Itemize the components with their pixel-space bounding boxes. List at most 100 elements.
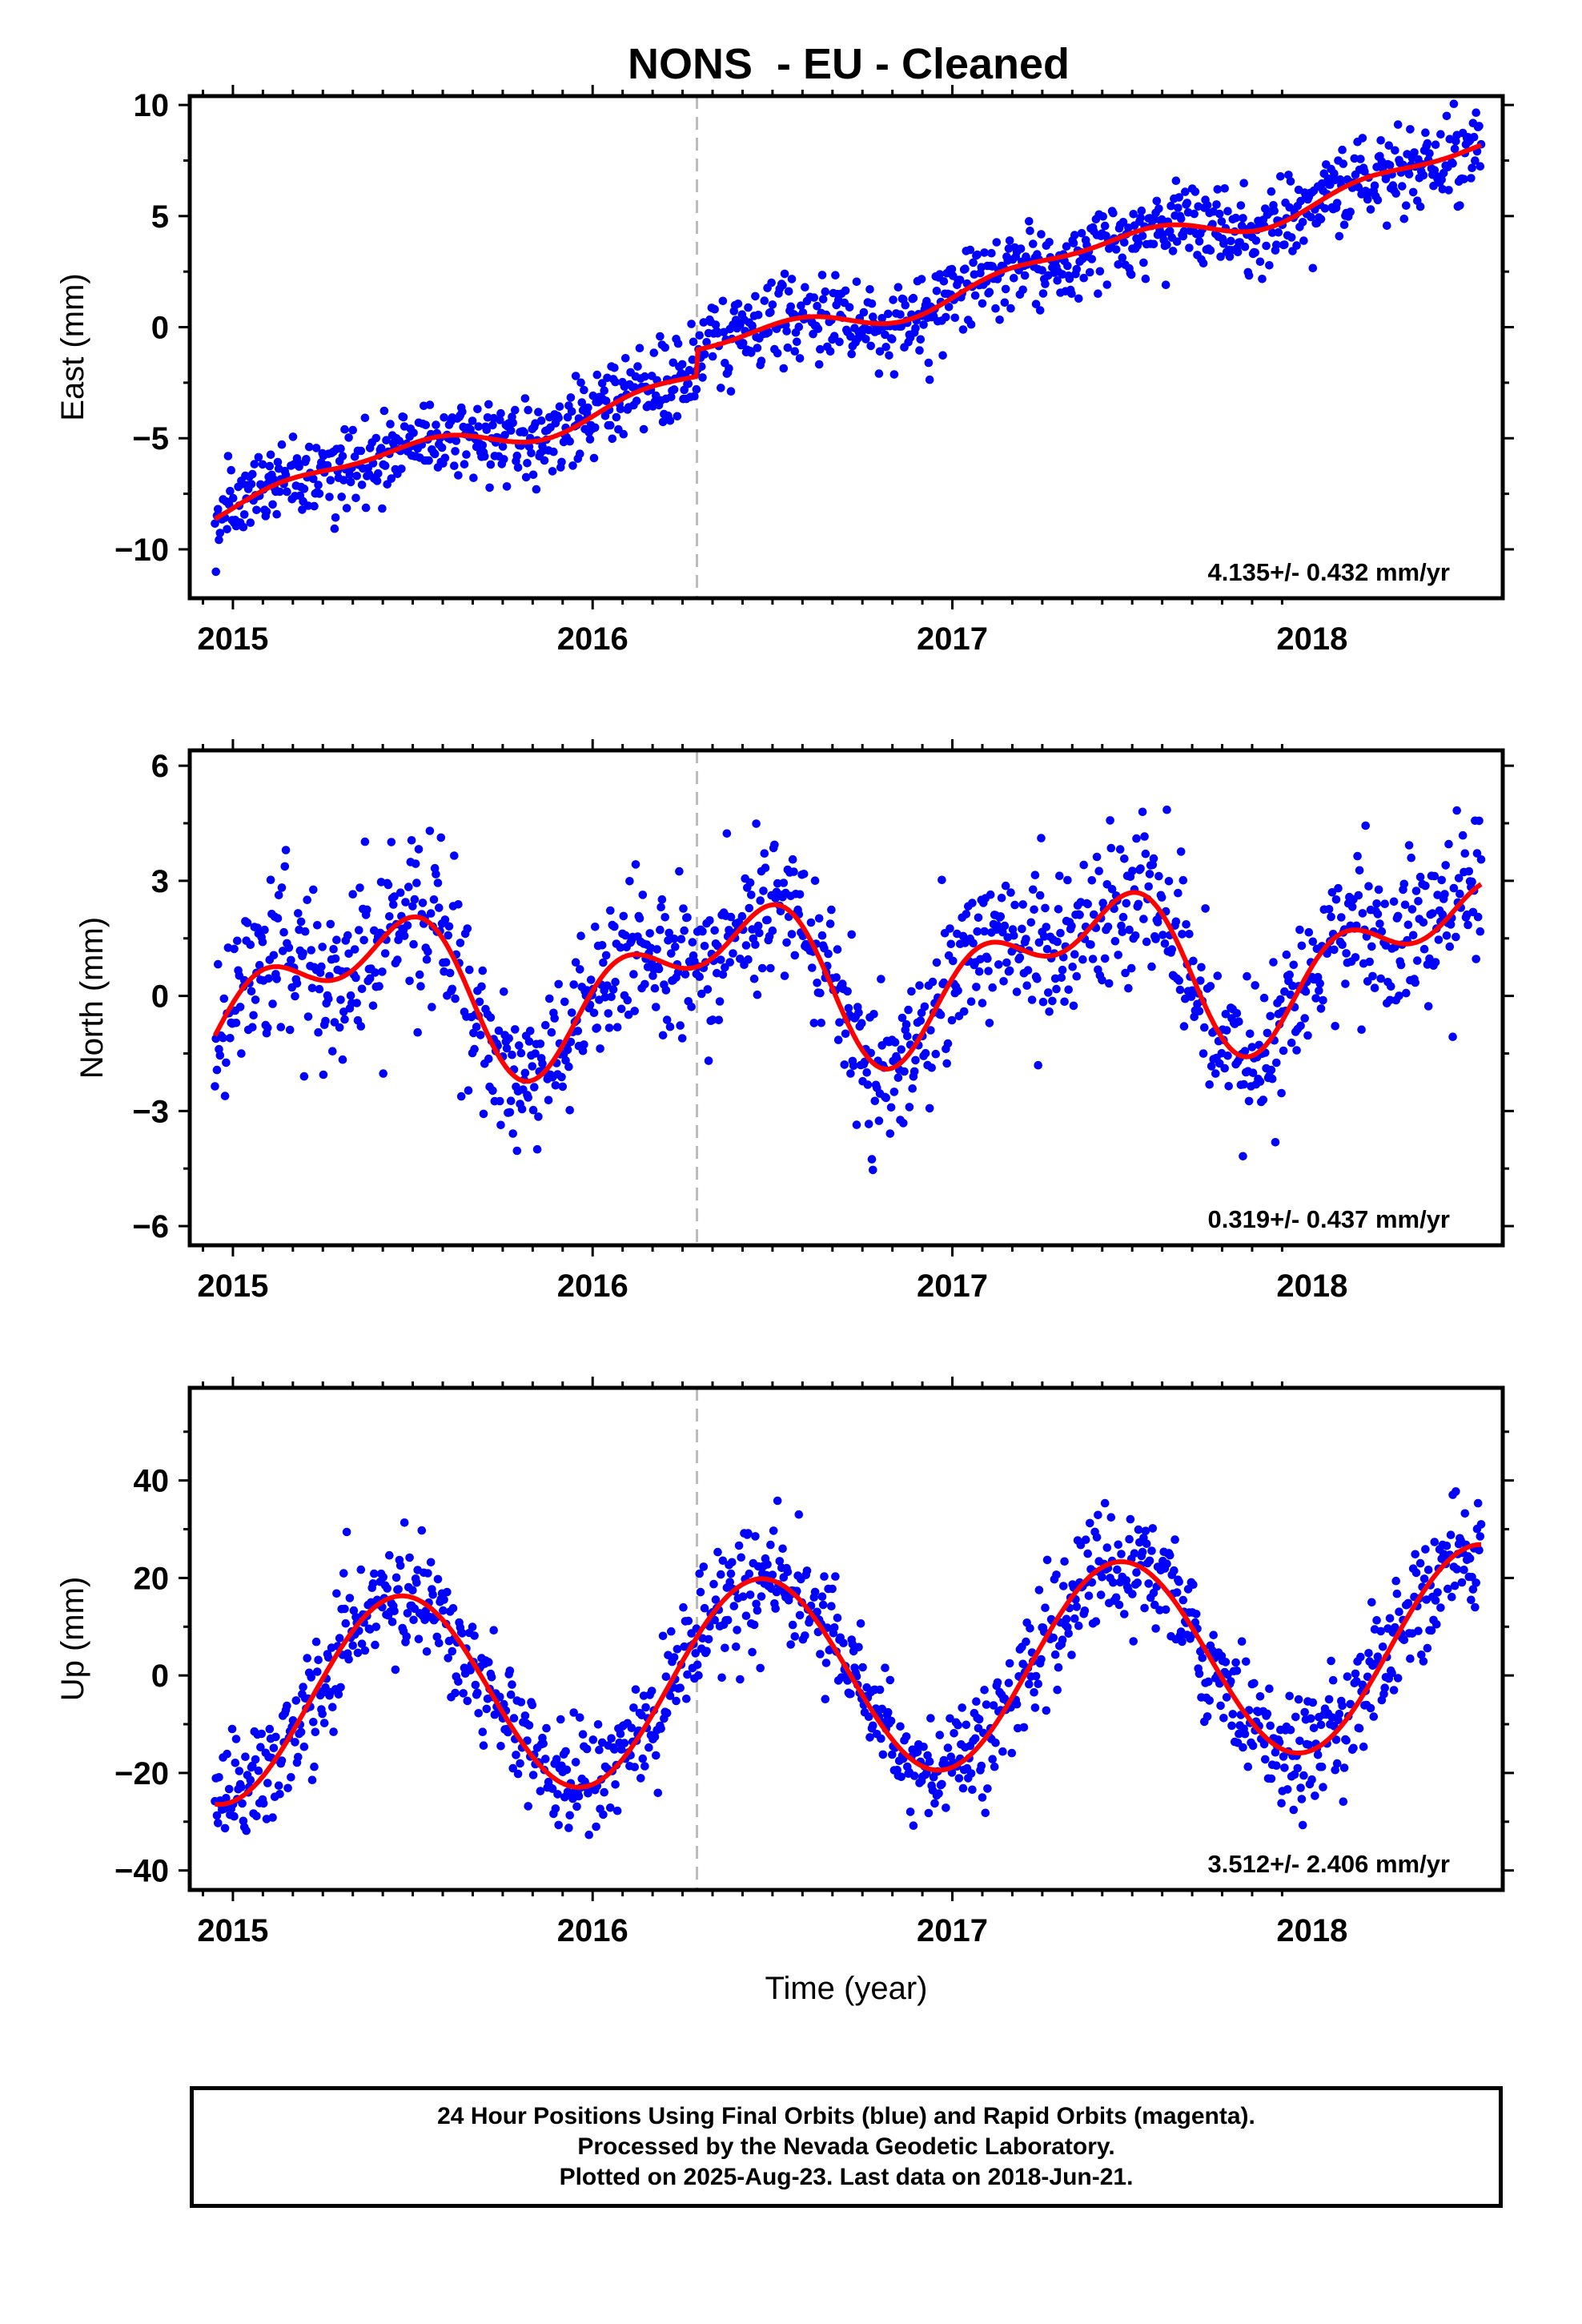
up-y-tick-label: −20 — [114, 1756, 169, 1791]
east-data-point — [1267, 187, 1276, 196]
up-data-point — [1476, 1532, 1485, 1541]
up-data-point — [269, 1743, 279, 1753]
north-data-point — [465, 965, 474, 975]
east-data-point — [814, 360, 824, 369]
north-data-point — [1042, 944, 1052, 954]
north-data-point — [638, 891, 648, 899]
up-data-point — [888, 1750, 897, 1759]
east-data-point — [1287, 233, 1296, 242]
up-data-point — [263, 1779, 272, 1787]
north-data-point — [1246, 1029, 1255, 1039]
north-plot-frame — [187, 748, 1505, 1248]
east-data-point — [466, 425, 475, 434]
north-data-point — [631, 860, 640, 869]
east-data-point — [1199, 259, 1208, 268]
up-data-point — [1387, 1668, 1396, 1678]
up-data-point — [277, 1756, 287, 1765]
east-data-point — [397, 464, 406, 473]
east-data-point — [1162, 240, 1171, 249]
east-data-point — [969, 258, 978, 267]
north-data-point — [1058, 965, 1067, 975]
east-data-point — [484, 400, 493, 409]
up-data-point — [1122, 1576, 1131, 1585]
up-data-point — [474, 1709, 483, 1718]
north-data-point — [662, 1015, 672, 1024]
east-data-point — [684, 379, 693, 388]
east-data-point — [248, 469, 257, 479]
north-data-point — [808, 963, 817, 972]
east-data-point — [1070, 231, 1079, 239]
east-data-point — [409, 428, 418, 437]
up-data-point — [1096, 1590, 1106, 1599]
up-data-point — [769, 1526, 778, 1535]
north-data-point — [1189, 956, 1198, 966]
north-data-point — [424, 947, 432, 956]
north-data-point — [296, 917, 306, 927]
up-data-point — [1138, 1547, 1147, 1557]
north-data-point — [763, 915, 772, 925]
east-data-point — [753, 344, 762, 352]
up-data-point — [1457, 1578, 1467, 1587]
north-data-point — [385, 912, 394, 921]
east-data-point — [223, 452, 233, 460]
east-data-point — [571, 372, 580, 380]
east-data-point — [673, 412, 682, 421]
east-data-point — [1174, 193, 1183, 202]
up-data-point — [400, 1518, 409, 1527]
east-data-point — [885, 351, 893, 360]
east-data-point — [783, 343, 793, 352]
up-data-point — [508, 1763, 517, 1773]
up-data-point — [509, 1714, 519, 1723]
up-data-point — [1019, 1723, 1029, 1732]
north-data-point — [1255, 1077, 1265, 1086]
east-data-point — [223, 525, 231, 534]
east-data-point — [1423, 139, 1432, 148]
east-data-point — [215, 535, 223, 545]
north-data-point — [281, 846, 291, 854]
east-data-point — [1109, 208, 1118, 218]
east-data-point — [1168, 247, 1178, 255]
up-data-point — [729, 1602, 739, 1610]
east-data-point — [1298, 218, 1307, 227]
up-data-point — [763, 1560, 772, 1569]
north-data-point — [703, 985, 713, 994]
up-data-point — [489, 1626, 498, 1634]
east-data-point — [451, 447, 460, 456]
north-data-point — [378, 967, 387, 976]
north-data-point — [557, 1072, 566, 1082]
up-data-point — [1342, 1736, 1351, 1745]
up-data-point — [332, 1589, 341, 1598]
east-data-point — [916, 335, 926, 344]
up-data-point — [1324, 1695, 1334, 1704]
north-data-point — [1075, 911, 1084, 919]
east-data-point — [795, 354, 805, 363]
north-data-point — [371, 968, 379, 977]
east-data-point — [1239, 179, 1248, 187]
east-data-point — [995, 316, 1004, 324]
up-data-point — [833, 1614, 842, 1622]
up-data-point — [1178, 1595, 1188, 1605]
east-data-point — [782, 327, 791, 336]
north-data-point — [1145, 870, 1154, 879]
east-data-point — [469, 473, 478, 482]
up-data-point — [311, 1727, 320, 1737]
east-data-point — [711, 320, 721, 329]
east-data-point — [958, 325, 968, 334]
north-data-point — [1178, 875, 1188, 885]
up-data-point — [426, 1558, 436, 1567]
north-data-point — [247, 987, 256, 996]
up-data-point — [788, 1620, 797, 1630]
up-data-point — [1307, 1775, 1316, 1784]
up-data-point — [612, 1806, 622, 1815]
north-data-point — [621, 931, 630, 940]
up-data-point — [1299, 1771, 1308, 1780]
north-data-point — [445, 968, 455, 978]
east-data-point — [211, 519, 219, 529]
north-data-point — [1175, 985, 1185, 995]
east-x-tick-label: 2017 — [917, 621, 988, 657]
up-data-point — [1172, 1588, 1182, 1597]
up-data-point — [631, 1685, 640, 1694]
north-data-point — [1015, 953, 1025, 962]
east-data-point — [881, 343, 890, 352]
